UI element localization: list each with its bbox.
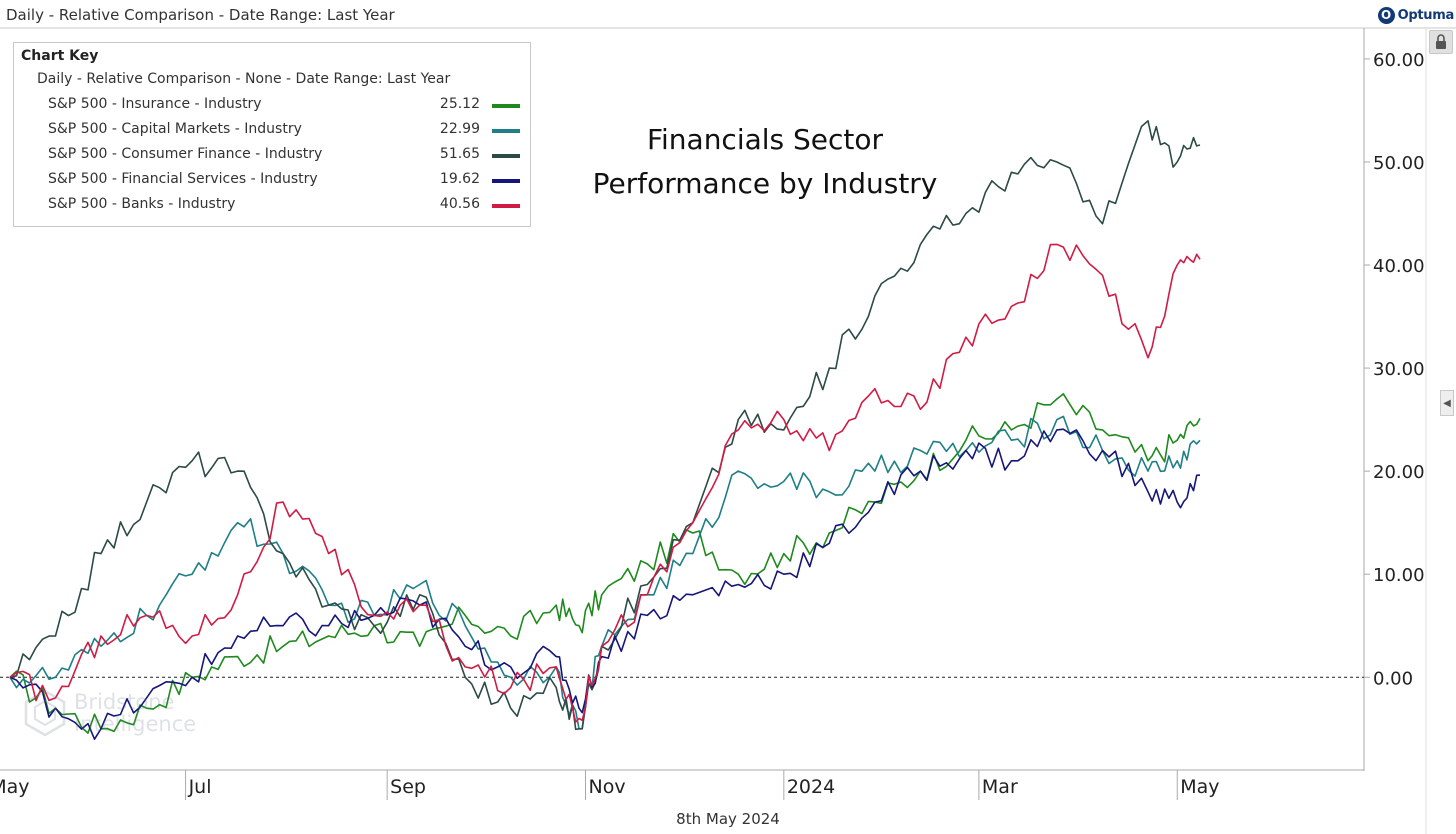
- y-tick-label: 40.00: [1373, 256, 1425, 277]
- chart-key: Chart Key Daily - Relative Comparison - …: [13, 42, 531, 227]
- y-tick-label: 30.00: [1373, 359, 1425, 380]
- legend-label: S&P 500 - Capital Markets - Industry: [48, 121, 302, 137]
- legend-value: 25.12: [439, 96, 480, 112]
- brand-logo: O Optuma: [1377, 4, 1455, 26]
- brand-name: Optuma: [1397, 7, 1455, 23]
- x-tick-label: Nov: [588, 776, 625, 798]
- annotation-line-2: Performance by Industry: [592, 167, 938, 200]
- legend-swatch: [492, 104, 520, 108]
- legend-item-consumer-finance[interactable]: S&P 500 - Consumer Finance - Industry 51…: [14, 146, 530, 166]
- legend-item-capital-markets[interactable]: S&P 500 - Capital Markets - Industry 22.…: [14, 121, 530, 141]
- lock-icon: [1436, 34, 1446, 49]
- chart-key-subtitle: Daily - Relative Comparison - None - Dat…: [37, 71, 451, 87]
- watermark-line-2: Intelligence: [74, 712, 197, 736]
- legend-value: 40.56: [439, 196, 480, 212]
- y-ticks: 60.00 50.00 40.00 30.00 20.00 10.00 0.00: [1364, 50, 1425, 689]
- legend-label: S&P 500 - Financial Services - Industry: [48, 171, 318, 187]
- y-tick-label: 10.00: [1373, 565, 1425, 586]
- series-line-financial-services[interactable]: [9, 428, 1201, 741]
- lock-button[interactable]: [1429, 30, 1453, 54]
- legend-item-financial-services[interactable]: S&P 500 - Financial Services - Industry …: [14, 171, 530, 191]
- x-tick-label: Mar: [982, 776, 1018, 798]
- x-tick-label: Sep: [390, 776, 426, 798]
- collapse-panel-button[interactable]: ◀: [1440, 390, 1454, 416]
- series-line-banks[interactable]: [9, 243, 1201, 723]
- annotation-line-1: Financials Sector: [646, 123, 884, 156]
- y-tick-label: 20.00: [1373, 462, 1425, 483]
- series-lines: [9, 120, 1201, 741]
- x-tick-label: May: [0, 776, 30, 798]
- legend-label: S&P 500 - Consumer Finance - Industry: [48, 146, 323, 162]
- watermark-line-1: Bridstone: [74, 690, 175, 714]
- chart-date: 8th May 2024: [676, 810, 780, 828]
- legend-swatch: [492, 179, 520, 183]
- x-tick-label: 2024: [787, 776, 835, 798]
- y-tick-label: 0.00: [1373, 668, 1413, 689]
- optuma-logo-icon: O: [1377, 6, 1395, 24]
- series-line-insurance[interactable]: [9, 393, 1201, 734]
- x-tick-label: Jul: [188, 776, 212, 798]
- hexagon-logo-icon: [24, 689, 66, 737]
- collapse-arrow-icon: ◀: [1443, 397, 1451, 409]
- legend-label: S&P 500 - Insurance - Industry: [48, 96, 262, 112]
- legend-swatch: [492, 154, 520, 158]
- legend-swatch: [492, 129, 520, 133]
- chart-header-title: Daily - Relative Comparison - Date Range…: [6, 6, 395, 24]
- chart-annotation: Financials Sector Performance by Industr…: [560, 118, 970, 206]
- legend-item-banks[interactable]: S&P 500 - Banks - Industry 40.56: [14, 196, 530, 216]
- x-tick-label: May: [1180, 776, 1219, 798]
- legend-value: 22.99: [439, 121, 480, 137]
- legend-label: S&P 500 - Banks - Industry: [48, 196, 236, 212]
- legend-item-insurance[interactable]: S&P 500 - Insurance - Industry 25.12: [14, 96, 530, 116]
- chart-key-title: Chart Key: [21, 48, 99, 64]
- legend-value: 51.65: [439, 146, 480, 162]
- y-tick-label: 60.00: [1373, 50, 1425, 71]
- watermark: Bridstone Intelligence: [22, 688, 196, 738]
- axes: [0, 27, 1456, 834]
- y-tick-label: 50.00: [1373, 153, 1425, 174]
- x-ticks: May Jul Sep Nov 2024 Mar May: [0, 770, 1220, 800]
- legend-swatch: [492, 204, 520, 208]
- legend-value: 19.62: [439, 171, 480, 187]
